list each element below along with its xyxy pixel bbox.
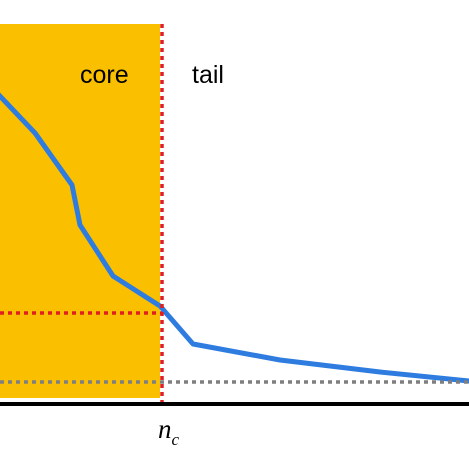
tail-label: tail (192, 61, 224, 89)
core-region (0, 24, 160, 398)
decay-curve (0, 92, 469, 384)
core-label: core (80, 61, 129, 89)
threshold-subscript: c (172, 430, 180, 449)
threshold-symbol: n (158, 414, 172, 444)
threshold-label: nc (158, 414, 180, 449)
